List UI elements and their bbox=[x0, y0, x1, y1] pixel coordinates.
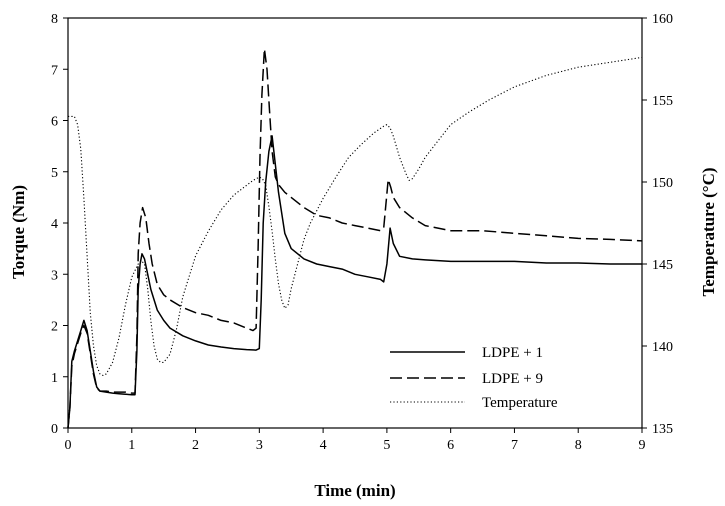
y2-tick-label: 160 bbox=[652, 12, 673, 27]
x-axis-title: Time (min) bbox=[314, 481, 395, 500]
y2-tick-label: 145 bbox=[652, 258, 673, 273]
y-tick-label: 0 bbox=[51, 422, 58, 437]
plot-area-border bbox=[67, 17, 643, 429]
y-tick-label: 8 bbox=[51, 12, 58, 27]
y-tick-label: 5 bbox=[51, 166, 58, 181]
x-axis-ticks: 0 1 2 3 4 5 6 7 8 9 bbox=[65, 428, 646, 453]
y-axis-ticks: 0 1 2 3 4 5 6 7 8 bbox=[51, 12, 68, 437]
y2-axis-title: Temperature (°C) bbox=[699, 167, 718, 296]
series-line-2 bbox=[67, 48, 643, 429]
y-tick-label: 3 bbox=[51, 268, 58, 283]
x-tick-label: 7 bbox=[511, 438, 518, 453]
x-tick-label: 4 bbox=[320, 438, 327, 453]
y-tick-label: 1 bbox=[51, 371, 58, 386]
y-axis-title: Torque (Nm) bbox=[9, 185, 28, 279]
x-tick-label: 3 bbox=[256, 438, 263, 453]
legend-label-2: LDPE + 9 bbox=[482, 371, 543, 387]
x-tick-label: 5 bbox=[383, 438, 390, 453]
legend: LDPE + 1 LDPE + 9 Temperature bbox=[390, 345, 558, 411]
x-tick-label: 8 bbox=[575, 438, 582, 453]
x-tick-label: 6 bbox=[447, 438, 454, 453]
series-line-3 bbox=[68, 56, 643, 377]
plot-frame bbox=[67, 17, 643, 429]
legend-label-1: LDPE + 1 bbox=[482, 345, 543, 361]
series-group bbox=[67, 48, 643, 429]
y-tick-label: 7 bbox=[51, 63, 58, 78]
series-line-1 bbox=[67, 135, 642, 429]
y2-axis-ticks: 135 140 145 150 155 160 bbox=[642, 12, 673, 437]
y-tick-label: 4 bbox=[51, 217, 58, 232]
x-tick-label: 9 bbox=[639, 438, 646, 453]
legend-label-3: Temperature bbox=[482, 395, 558, 411]
x-tick-label: 1 bbox=[128, 438, 135, 453]
x-tick-label: 2 bbox=[192, 438, 199, 453]
y-tick-label: 6 bbox=[51, 115, 58, 130]
y2-tick-label: 140 bbox=[652, 340, 673, 355]
y-tick-label: 2 bbox=[51, 320, 58, 335]
y2-tick-label: 135 bbox=[652, 422, 673, 437]
y2-tick-label: 155 bbox=[652, 94, 673, 109]
y2-tick-label: 150 bbox=[652, 176, 673, 191]
x-tick-label: 0 bbox=[65, 438, 72, 453]
